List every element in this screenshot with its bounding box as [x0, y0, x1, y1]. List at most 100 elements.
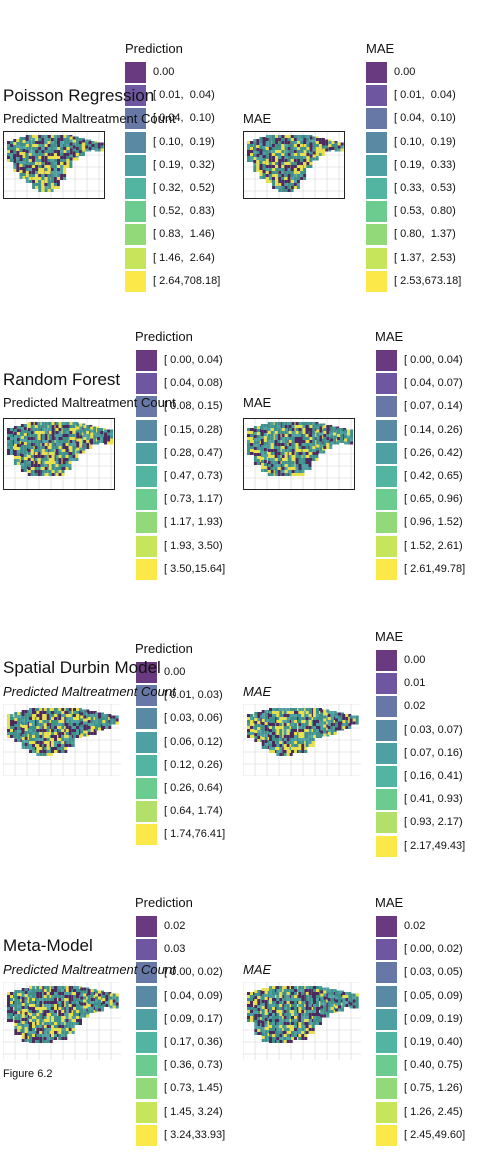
map-cell: [66, 165, 70, 168]
map-cell: [290, 162, 294, 165]
map-cell: [279, 717, 283, 720]
map-cell: [276, 1019, 280, 1022]
map-cell: [281, 437, 285, 440]
map-cell: [275, 159, 279, 162]
map-cell: [71, 1025, 75, 1028]
legend-label: [ 0.19, 0.33): [394, 158, 456, 171]
map-cell: [284, 162, 288, 165]
map-cell: [300, 141, 304, 144]
map-cell: [315, 153, 319, 156]
map-cell: [294, 1013, 297, 1016]
map-cell: [72, 142, 76, 146]
map-cell: [284, 443, 288, 446]
map-cell: [58, 738, 62, 741]
map-cell: [75, 153, 79, 156]
map-cell: [268, 168, 272, 171]
map-cell: [17, 1008, 21, 1011]
map-cell: [295, 449, 299, 452]
map-cell: [29, 717, 32, 720]
map-cell: [53, 159, 57, 162]
legend-swatch: [376, 1032, 397, 1053]
map-cell: [290, 180, 294, 183]
map-cell: [62, 446, 66, 449]
map-cell: [270, 449, 274, 452]
map-cell: [27, 440, 31, 443]
map-cell: [32, 138, 36, 141]
map-cell: [22, 152, 26, 155]
map-cell: [36, 1007, 40, 1010]
map-cell: [305, 741, 309, 744]
map-cell: [41, 449, 45, 452]
map-cell: [312, 437, 316, 440]
legend-swatch: [376, 1124, 397, 1146]
map-cell: [261, 988, 265, 991]
map-cell: [41, 461, 45, 464]
map-cell: [297, 165, 301, 168]
map-cell: [308, 1007, 312, 1010]
map-cell: [328, 141, 332, 144]
map-cell: [63, 171, 67, 174]
map-cell: [298, 711, 302, 714]
map-cell: [53, 147, 57, 150]
map-cell: [27, 446, 31, 449]
map-cell: [29, 995, 32, 998]
map-cell: [43, 1022, 47, 1025]
map-cell: [290, 171, 294, 174]
map-cell: [263, 439, 267, 442]
map-cell: [261, 725, 265, 728]
map-cell: [62, 461, 66, 464]
map-cell: [259, 140, 263, 143]
map-cell: [54, 741, 57, 744]
map-cell: [313, 989, 316, 992]
legend-swatch: [125, 201, 146, 223]
map-cell: [276, 1022, 280, 1025]
map-cell: [76, 714, 79, 717]
map-cell: [72, 449, 76, 452]
map-cell: [250, 437, 253, 440]
map-cell: [58, 717, 62, 720]
map-cell: [279, 1001, 283, 1004]
map-cell: [286, 747, 290, 750]
map-cell: [254, 1026, 258, 1029]
map-cell: [24, 722, 28, 725]
map-cell: [294, 1022, 297, 1025]
map-cell: [65, 464, 69, 467]
map-cell: [7, 714, 10, 717]
map-cell: [37, 434, 41, 437]
map-cell: [21, 988, 25, 991]
map-cell: [51, 747, 54, 750]
map-cell: [76, 998, 79, 1001]
map-cell: [284, 431, 288, 434]
map-cell: [90, 995, 94, 998]
map-cell: [291, 1007, 294, 1010]
map-cell: [301, 1037, 305, 1040]
map-cell: [7, 732, 10, 735]
map-cell: [58, 434, 62, 437]
map-cell: [253, 432, 257, 435]
map-cell: [270, 428, 274, 431]
map-cell: [247, 1013, 250, 1016]
map-cell: [61, 750, 65, 753]
map-cell: [24, 1006, 28, 1009]
map-cell: [301, 723, 305, 726]
map-cell: [58, 473, 62, 476]
map-cell: [319, 429, 323, 433]
map-cell: [50, 183, 54, 186]
map-cell: [294, 998, 297, 1001]
map-cell: [63, 159, 67, 162]
map-cell: [338, 1002, 341, 1006]
map-title-prediction: Predicted Maltreatment Count: [3, 684, 176, 699]
map-cell: [68, 726, 72, 729]
map-cell: [57, 162, 61, 165]
map-cell: [47, 144, 51, 147]
map-cell: [283, 726, 287, 729]
map-cell: [78, 150, 82, 153]
map-cell: [268, 147, 272, 150]
map-prediction: [3, 982, 121, 1060]
map-cell: [293, 177, 297, 180]
map-cell: [36, 1004, 40, 1007]
map-cell: [250, 1004, 253, 1007]
map-cell: [28, 150, 32, 153]
map-cell: [13, 145, 17, 148]
map-cell: [308, 741, 312, 744]
